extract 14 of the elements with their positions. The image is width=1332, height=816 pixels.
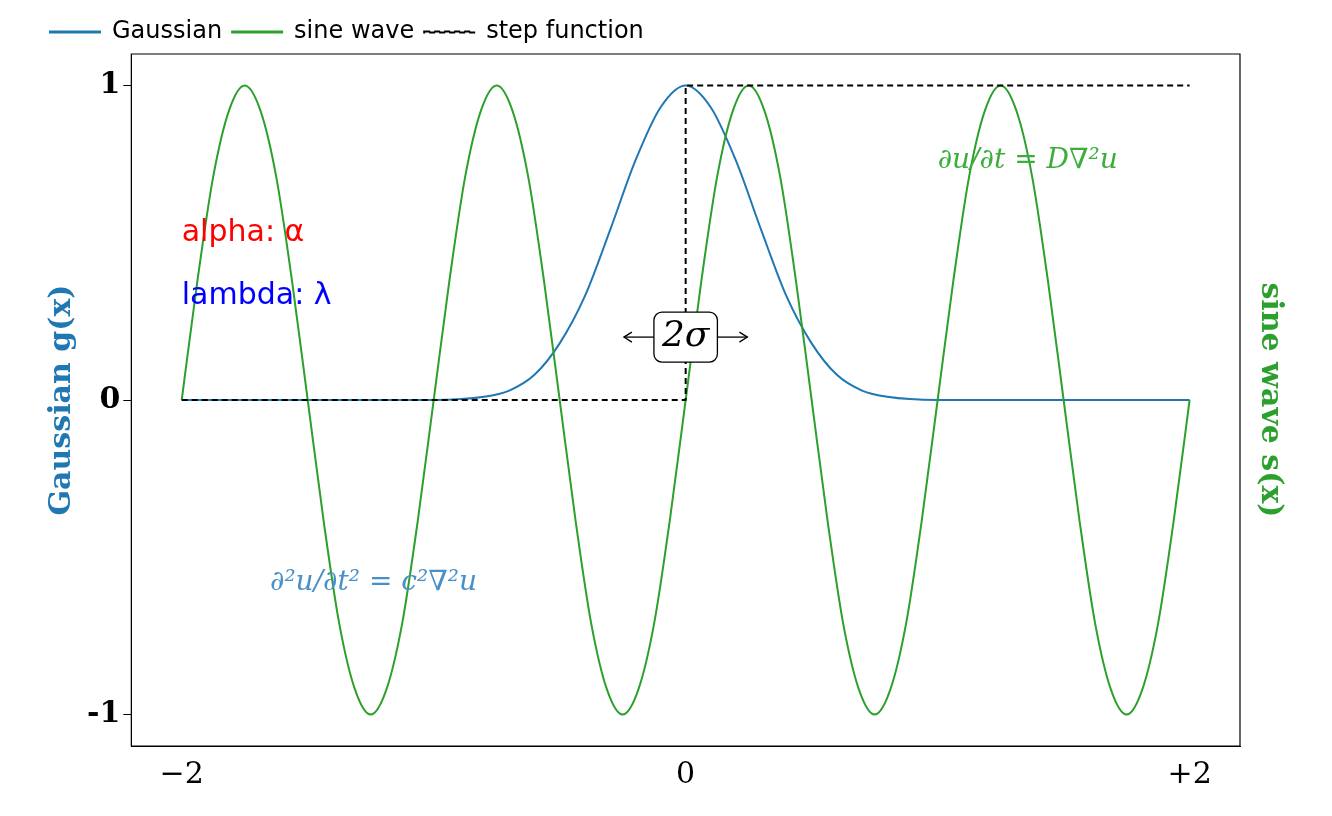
y-axis-title: Gaussian g(x) (41, 284, 77, 516)
annotation: 2σ (660, 313, 711, 355)
x-tick-label: 0 (676, 754, 696, 790)
line-series (180, 84, 1191, 716)
legend-label: sine wave (294, 16, 415, 45)
line-series (180, 84, 1191, 401)
y2-axis-title: sine wave s(x) (1255, 282, 1291, 518)
x-tick-label: +2 (1167, 754, 1212, 790)
y-tick-label: 1 (99, 65, 121, 101)
legend-label: step function (486, 16, 644, 45)
legend-label: Gaussian (112, 16, 223, 45)
y-tick-label: 0 (99, 379, 121, 415)
x-tick-label: −2 (159, 754, 204, 790)
y-tick-label: -1 (87, 694, 121, 730)
